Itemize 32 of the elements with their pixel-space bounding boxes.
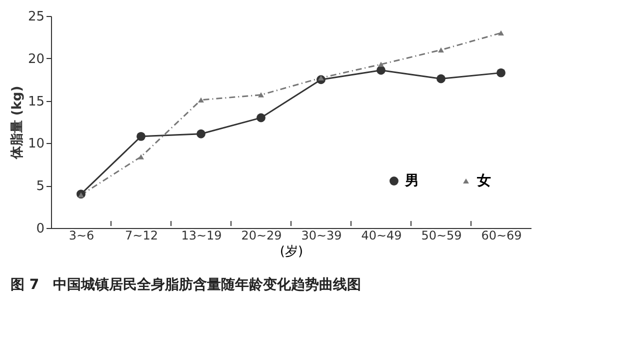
x-tick-label: 3~6 bbox=[68, 228, 94, 242]
y-axis-title: 体脂量 (kg) bbox=[10, 86, 25, 160]
x-tick-label: 13~19 bbox=[181, 228, 222, 242]
y-tick-label: 25 bbox=[28, 10, 44, 24]
x-tick-label: 20~29 bbox=[241, 228, 282, 242]
point bbox=[196, 129, 206, 138]
legend-label: 男 bbox=[404, 173, 419, 189]
point bbox=[376, 66, 386, 75]
x-tick-label: 50~59 bbox=[421, 228, 462, 242]
point bbox=[498, 30, 504, 36]
y-tick-label: 15 bbox=[28, 94, 44, 110]
point bbox=[138, 154, 144, 160]
point bbox=[78, 192, 84, 198]
point bbox=[256, 113, 266, 122]
point bbox=[496, 68, 506, 78]
text: 图 7 中国城镇居民全身脂肪含量随年龄变化趋势曲线图 bbox=[10, 276, 362, 293]
point bbox=[136, 132, 146, 141]
point bbox=[378, 62, 384, 67]
y-tick-label: 5 bbox=[36, 179, 44, 194]
point bbox=[258, 92, 264, 98]
x-axis-title: (岁) bbox=[280, 244, 304, 260]
y-tick-label: 10 bbox=[28, 136, 44, 152]
x-tick-label: 30~39 bbox=[301, 228, 342, 242]
x-tick-label: 60~69 bbox=[481, 228, 522, 242]
y-tick-label: 0 bbox=[36, 222, 44, 236]
y-tick-label: 20 bbox=[28, 52, 44, 67]
point bbox=[198, 97, 204, 103]
point bbox=[438, 47, 444, 52]
legend-label: 女 bbox=[476, 173, 491, 189]
point bbox=[436, 74, 446, 84]
x-tick-label: 7~12 bbox=[125, 228, 158, 242]
x-tick-label: 40~49 bbox=[361, 228, 402, 242]
